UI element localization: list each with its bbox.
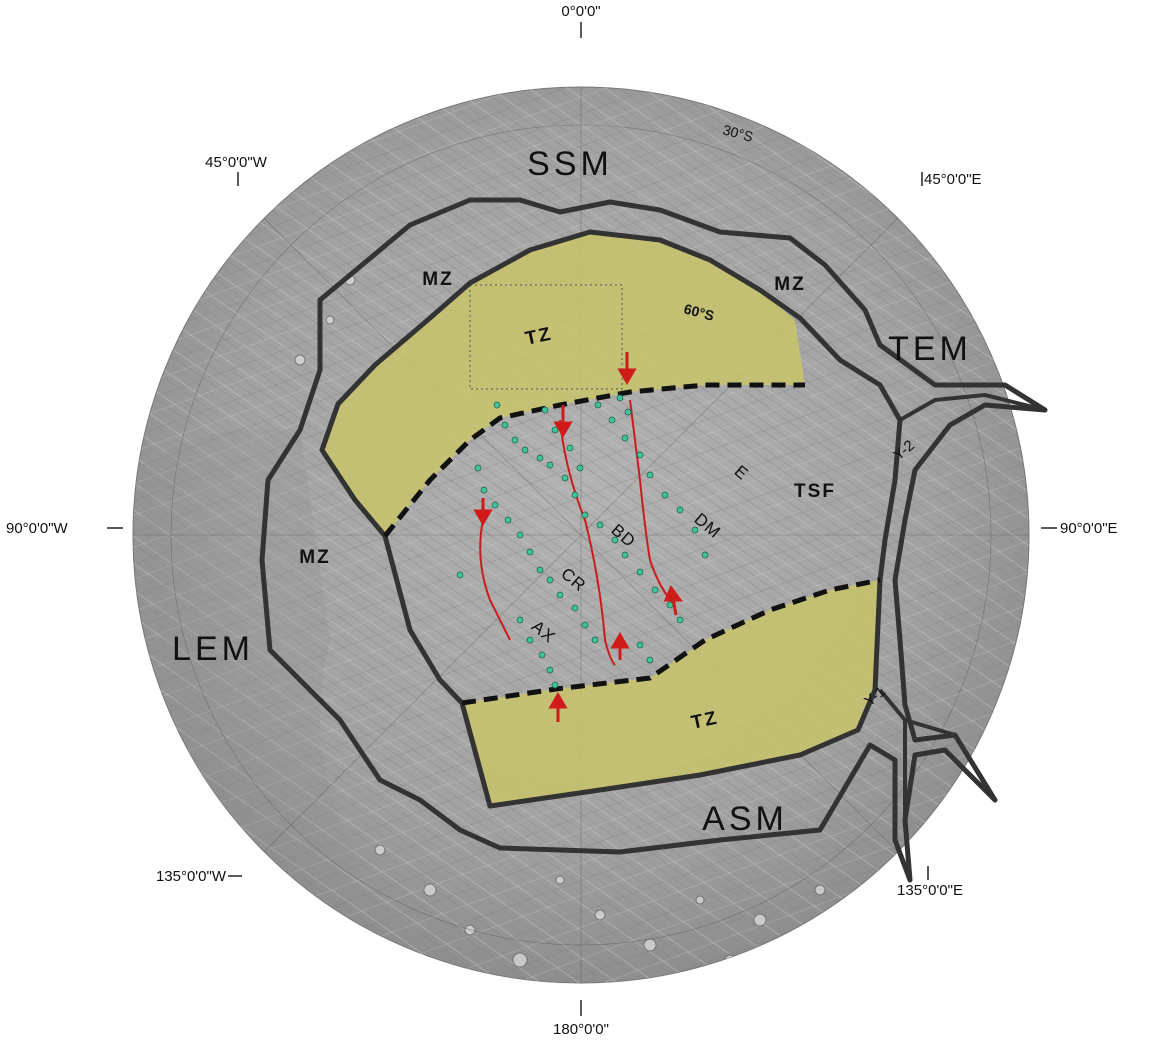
- longitude-label-90w: 90°0'0"W: [6, 520, 69, 537]
- region-label-lem: LEM: [172, 630, 254, 668]
- fracture-ax: [479, 519, 511, 641]
- region-label-tem: TEM: [888, 330, 972, 368]
- fracture-bd: [629, 399, 676, 606]
- arrow-down-3: [473, 498, 493, 526]
- inner-boundary: [319, 229, 903, 809]
- globe: [132, 86, 1030, 984]
- longitude-ticks: [107, 22, 1057, 1016]
- arrow-down-2: [553, 405, 573, 438]
- latitude-label-60s: 60°S: [682, 300, 716, 323]
- region-label-asm: ASM: [702, 800, 788, 838]
- arrow-up-1: [548, 692, 568, 722]
- zone-label-mz-upper-right: MZ: [774, 274, 805, 295]
- region-label-tsf: TSF: [794, 481, 836, 502]
- y-branch-cracks: [878, 393, 1046, 881]
- arrow-down-1: [617, 352, 637, 385]
- arrow-up-3: [663, 585, 683, 616]
- crater-field: [294, 274, 826, 968]
- longitude-label-135e: 135°0'0"E: [897, 882, 963, 899]
- transition-zone-lower: [462, 580, 880, 806]
- tiger-stripe-fractures: [479, 399, 676, 666]
- longitude-label-45e: 45°0'0"E: [924, 171, 982, 188]
- region-label-ssm: SSM: [527, 145, 613, 183]
- longitude-label-90e: 90°0'0"E: [1060, 520, 1118, 537]
- dashed-boundaries: [383, 382, 881, 706]
- longitude-label-0: 0°0'0": [561, 3, 600, 20]
- upper-dashed-boundary: [383, 382, 805, 538]
- lower-dashed-boundary: [461, 577, 881, 706]
- longitude-label-45w: 45°0'0"W: [205, 154, 268, 171]
- inset-box: [469, 284, 623, 390]
- latitude-label-30s: 30°S: [721, 121, 755, 144]
- eruption-markers: [456, 394, 709, 689]
- longitude-label-180: 180°0'0": [553, 1021, 609, 1038]
- red-arrows: [473, 352, 683, 722]
- longitude-label-135w: 135°0'0"W: [156, 868, 227, 885]
- fracture-cr: [559, 419, 616, 666]
- zone-label-mz-left: MZ: [299, 547, 330, 568]
- zone-label-mz-upper-left: MZ: [422, 269, 453, 290]
- arrow-up-2: [610, 632, 630, 660]
